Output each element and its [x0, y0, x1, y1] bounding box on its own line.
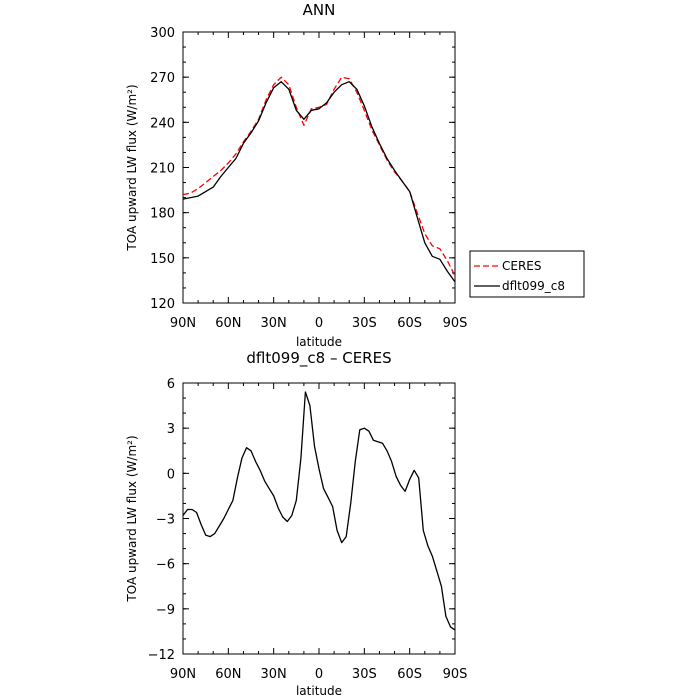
series-line-difference — [182, 391, 456, 631]
x-tick-label: 0 — [315, 316, 323, 331]
x-tick-label: 30S — [352, 667, 377, 682]
x-axis-label: latitude — [296, 684, 342, 698]
y-tick-label: 150 — [150, 252, 175, 267]
y-tick-label: −9 — [156, 603, 175, 618]
y-tick-label: 210 — [150, 162, 175, 177]
x-tick-label: 60N — [215, 316, 241, 331]
y-axis-label: TOA upward LW flux (W/m²) — [125, 435, 139, 602]
legend-entry: CERES — [502, 259, 542, 273]
x-tick-label: 60S — [397, 316, 422, 331]
y-tick-label: 0 — [167, 467, 175, 482]
x-tick-label: 90N — [170, 667, 196, 682]
x-tick-label: 30N — [261, 667, 287, 682]
y-tick-label: 3 — [167, 422, 175, 437]
y-tick-label: 300 — [150, 26, 175, 41]
x-tick-label: 90N — [170, 316, 196, 331]
y-tick-label: 6 — [167, 377, 175, 392]
y-tick-label: −12 — [148, 648, 175, 663]
y-tick-label: −3 — [156, 513, 175, 528]
y-tick-label: −6 — [156, 558, 175, 573]
x-tick-label: 0 — [315, 667, 323, 682]
legend-box — [469, 250, 585, 298]
chart-title: ANN — [303, 1, 336, 19]
x-tick-label: 60N — [215, 667, 241, 682]
y-tick-label: 240 — [150, 116, 175, 131]
x-tick-label: 30N — [261, 316, 287, 331]
y-tick-label: 120 — [150, 297, 175, 312]
x-tick-label: 60S — [397, 667, 422, 682]
x-axis-label: latitude — [296, 335, 342, 349]
series-line-dflt099-c8 — [182, 81, 456, 283]
y-axis-label: TOA upward LW flux (W/m²) — [125, 84, 139, 251]
x-tick-label: 90S — [443, 316, 468, 331]
series-line-ceres — [182, 76, 456, 277]
x-tick-label: 30S — [352, 316, 377, 331]
legend-entry: dflt099_c8 — [502, 279, 565, 293]
y-tick-label: 270 — [150, 71, 175, 86]
x-tick-label: 90S — [443, 667, 468, 682]
y-tick-label: 180 — [150, 207, 175, 222]
chart-title: dflt099_c8 – CERES — [246, 349, 391, 368]
